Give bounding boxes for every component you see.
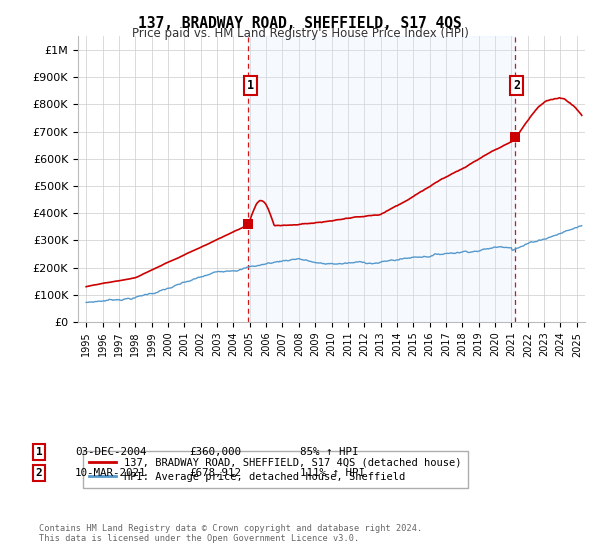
Legend: 137, BRADWAY ROAD, SHEFFIELD, S17 4QS (detached house), HPI: Average price, deta: 137, BRADWAY ROAD, SHEFFIELD, S17 4QS (d…	[83, 451, 467, 488]
Text: 10-MAR-2021: 10-MAR-2021	[75, 468, 146, 478]
Text: 85% ↑ HPI: 85% ↑ HPI	[300, 447, 359, 457]
Text: 137, BRADWAY ROAD, SHEFFIELD, S17 4QS: 137, BRADWAY ROAD, SHEFFIELD, S17 4QS	[138, 16, 462, 31]
Text: Contains HM Land Registry data © Crown copyright and database right 2024.
This d: Contains HM Land Registry data © Crown c…	[39, 524, 422, 543]
Text: £678,912: £678,912	[189, 468, 241, 478]
Text: £360,000: £360,000	[189, 447, 241, 457]
Text: 2: 2	[35, 468, 43, 478]
Text: 1: 1	[35, 447, 43, 457]
Text: 111% ↑ HPI: 111% ↑ HPI	[300, 468, 365, 478]
Text: Price paid vs. HM Land Registry's House Price Index (HPI): Price paid vs. HM Land Registry's House …	[131, 27, 469, 40]
Bar	[248, 36, 515, 322]
Text: 03-DEC-2004: 03-DEC-2004	[75, 447, 146, 457]
Text: 2: 2	[514, 79, 521, 92]
Text: 1: 1	[247, 79, 254, 92]
